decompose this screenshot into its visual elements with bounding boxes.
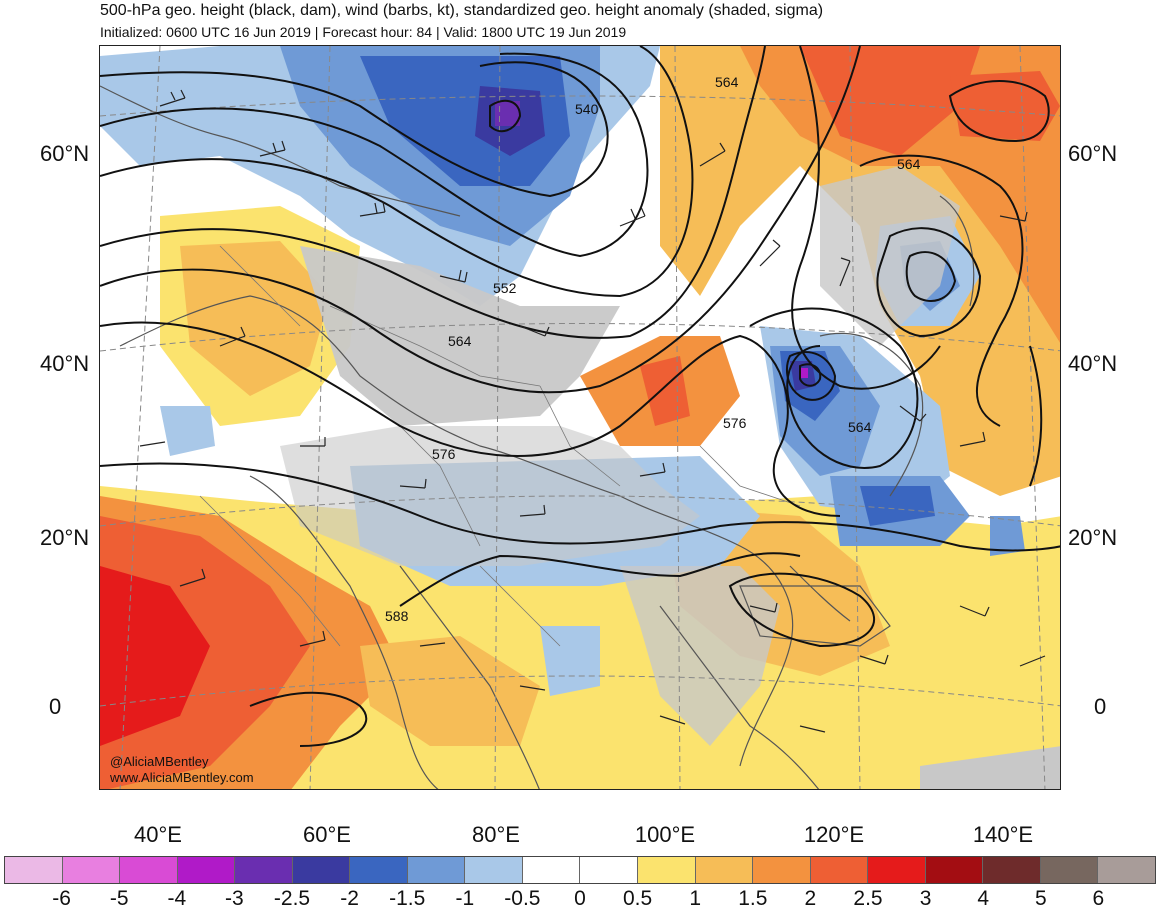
colorbar-tick-label: -4: [167, 887, 187, 910]
lat-label-right: 0: [1094, 694, 1107, 719]
colorbar-swatch: [465, 857, 523, 883]
lon-label: 100°E: [634, 822, 696, 847]
contour-label: 576: [432, 446, 456, 462]
colorbar-tick-label: 3: [919, 887, 932, 910]
colorbar-swatch: [407, 857, 466, 883]
contour-label: 552: [493, 280, 517, 296]
contour-label: 540: [575, 101, 599, 117]
map-panel: 540 552 564 564 564 576 576 588 564: [99, 45, 1061, 790]
contour-label: 576: [723, 415, 747, 431]
contour-labels: 540 552 564 564 564 576 576 588 564: [385, 74, 921, 624]
credit-handle: @AliciaMBentley: [110, 754, 209, 769]
colorbar-swatch: [235, 857, 293, 883]
colorbar-swatch: [292, 857, 351, 883]
colorbar-tick-label: -1.5: [389, 887, 426, 910]
height-contours: [100, 46, 1060, 747]
map-subtitle: Initialized: 0600 UTC 16 Jun 2019 | Fore…: [100, 24, 627, 40]
lon-label: 80°E: [472, 822, 520, 847]
lat-label-left: 40°N: [40, 351, 90, 376]
colorbar-swatch: [580, 857, 639, 883]
colorbar-tick-label: -6: [52, 887, 71, 910]
colorbar-tick-label: 0.5: [622, 887, 653, 910]
colorbar-swatch: [753, 857, 811, 883]
lat-label-left: 0: [49, 694, 62, 719]
anomaly-map: 540 552 564 564 564 576 576 588 564: [100, 46, 1060, 789]
colorbar-tick-label: -2.5: [273, 887, 311, 910]
lat-label-left: 60°N: [40, 141, 90, 166]
colorbar-swatch: [925, 857, 984, 883]
graticule: [100, 46, 1060, 789]
colorbar-swatch: [120, 857, 178, 883]
colorbar-swatch: [868, 857, 926, 883]
colorbar-swatch: [695, 857, 754, 883]
map-title: 500-hPa geo. height (black, dam), wind (…: [100, 2, 824, 19]
colorbar-tick-label: 2: [804, 887, 817, 910]
colorbar-tick-label: 4: [977, 887, 990, 910]
land-neutral-shading: [280, 166, 1060, 789]
colorbar-tick-label: 0: [574, 887, 586, 910]
colorbar-swatch: [983, 857, 1041, 883]
colorbar-swatch: [1098, 857, 1155, 883]
colorbar-swatch: [350, 857, 408, 883]
lon-label: 140°E: [972, 822, 1034, 847]
colorbar-tick-label: 6: [1092, 887, 1105, 910]
contour-label: 564: [448, 333, 472, 349]
colorbar-tick-label: -0.5: [504, 887, 541, 910]
colorbar-swatch: [810, 857, 869, 883]
colorbar-tick-label: 2.5: [853, 887, 883, 910]
coastlines: [100, 85, 975, 789]
lon-label: 60°E: [303, 822, 351, 847]
colorbar-tick-label: -5: [109, 887, 129, 910]
credit-url: www.AliciaMBentley.com: [110, 770, 254, 785]
colorbar-swatch: [62, 857, 121, 883]
colorbar-tick-label: -3: [225, 887, 244, 910]
colorbar-tick-label: 1: [689, 887, 702, 910]
colorbar-tick-label: -2: [340, 887, 359, 910]
colorbar: [4, 856, 1156, 884]
lon-label: 40°E: [134, 822, 182, 847]
lon-label: 120°E: [803, 822, 865, 847]
wind-barbs: [139, 89, 1046, 733]
lat-label-right: 60°N: [1068, 141, 1118, 166]
colorbar-tick-label: 5: [1034, 887, 1047, 910]
political-borders: [199, 245, 801, 647]
contour-label: 564: [848, 419, 872, 435]
contour-label: 588: [385, 608, 409, 624]
lat-label-right: 20°N: [1068, 525, 1118, 550]
colorbar-swatch: [638, 857, 696, 883]
colorbar-swatch: [177, 857, 236, 883]
colorbar-swatch: [1040, 857, 1099, 883]
colorbar-tick-label: 1.5: [738, 887, 768, 910]
contour-label: 564: [715, 74, 739, 90]
lat-label-right: 40°N: [1068, 351, 1118, 376]
contour-label: 564: [897, 156, 921, 172]
lat-label-left: 20°N: [40, 525, 90, 550]
colorbar-tick-label: -1: [455, 887, 475, 910]
colorbar-swatch: [5, 857, 63, 883]
colorbar-swatch: [522, 857, 581, 883]
